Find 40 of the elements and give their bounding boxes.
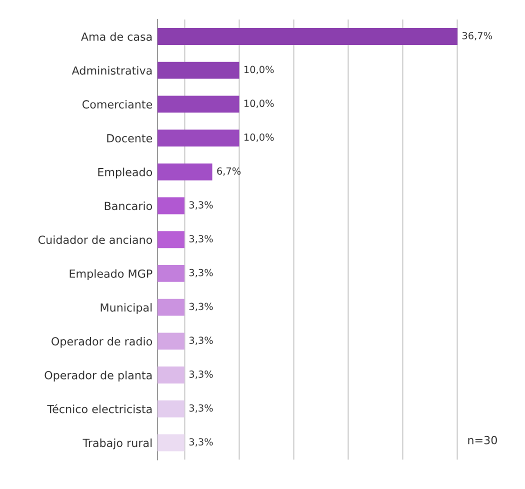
y-tick-label: Técnico electricista	[47, 404, 152, 414]
data-label: 10,0%	[244, 100, 274, 108]
bar	[158, 265, 184, 282]
y-tick-label: Operador de planta	[44, 370, 152, 382]
data-label: 3,3%	[189, 268, 213, 278]
data-label: 10,0%	[244, 66, 274, 74]
y-tick-label: Administrativa	[72, 66, 152, 75]
data-label: 3,3%	[189, 438, 213, 447]
data-label: 10,0%	[244, 134, 274, 142]
bar	[158, 62, 240, 79]
bar	[158, 231, 184, 248]
data-label: 3,3%	[189, 302, 213, 312]
y-tick-label: Cuidador de anciano	[38, 235, 152, 244]
y-tick-label: Bancario	[104, 202, 152, 210]
y-tick-label: Comerciante	[82, 100, 152, 109]
bar	[158, 163, 212, 180]
y-tick-label: Trabajo rural	[82, 438, 152, 450]
y-tick-label: Municipal	[100, 303, 152, 314]
y-tick-label: Docente	[107, 134, 152, 142]
text: n=30	[468, 436, 497, 444]
bar	[158, 400, 184, 418]
bar	[158, 298, 184, 316]
bar	[158, 28, 458, 45]
y-tick-label: Operador de radio	[52, 336, 152, 348]
data-label: 3,3%	[189, 404, 213, 413]
y-tick-label: Empleado MGP	[70, 269, 152, 280]
data-label: 3,3%	[189, 336, 213, 345]
y-tick-label: Ama de casa	[81, 32, 152, 41]
data-label: 3,3%	[189, 370, 213, 379]
bar	[158, 197, 184, 214]
data-label: 3,3%	[189, 235, 213, 244]
bar	[158, 130, 240, 147]
bar	[158, 366, 184, 384]
data-label: 36,7%	[462, 32, 492, 40]
data-label: 6,7%	[217, 167, 241, 176]
bar	[158, 332, 184, 350]
data-label: 3,3%	[189, 201, 213, 210]
bar	[158, 96, 240, 113]
y-tick-label: Empleado	[98, 168, 152, 178]
bar	[158, 434, 184, 452]
